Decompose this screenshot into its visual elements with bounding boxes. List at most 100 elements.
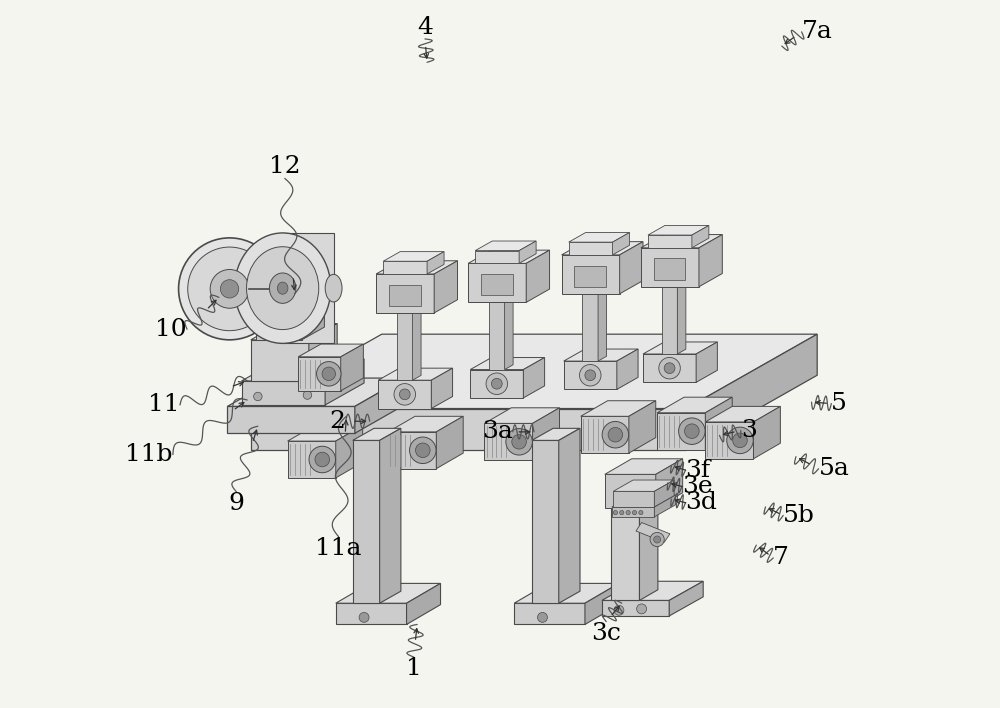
Polygon shape	[251, 340, 309, 381]
Circle shape	[685, 424, 699, 438]
Polygon shape	[378, 368, 453, 380]
Polygon shape	[431, 368, 453, 409]
Polygon shape	[380, 428, 401, 603]
Polygon shape	[523, 358, 545, 398]
Polygon shape	[388, 416, 463, 432]
Polygon shape	[562, 241, 643, 255]
Polygon shape	[397, 313, 413, 380]
Polygon shape	[657, 413, 705, 450]
Text: 3: 3	[741, 419, 757, 442]
Polygon shape	[427, 251, 444, 274]
Circle shape	[179, 238, 281, 340]
Circle shape	[679, 418, 705, 445]
Circle shape	[309, 446, 336, 473]
Polygon shape	[643, 354, 696, 382]
Polygon shape	[470, 370, 523, 398]
Circle shape	[613, 510, 618, 515]
Circle shape	[317, 362, 341, 386]
Circle shape	[322, 367, 336, 381]
Polygon shape	[564, 361, 617, 389]
Circle shape	[614, 605, 624, 615]
Polygon shape	[376, 261, 458, 274]
Polygon shape	[309, 324, 337, 381]
Polygon shape	[581, 416, 629, 453]
Polygon shape	[582, 294, 598, 361]
Polygon shape	[657, 397, 732, 413]
Polygon shape	[613, 480, 674, 491]
Text: 11b: 11b	[125, 443, 173, 466]
Circle shape	[210, 270, 249, 308]
Polygon shape	[559, 428, 580, 603]
Circle shape	[654, 536, 661, 543]
Polygon shape	[648, 235, 692, 248]
Circle shape	[188, 247, 271, 331]
Circle shape	[585, 370, 596, 381]
Polygon shape	[470, 358, 545, 370]
Polygon shape	[468, 263, 526, 302]
Polygon shape	[602, 600, 669, 616]
Circle shape	[538, 612, 547, 622]
Bar	[574, 266, 606, 287]
Ellipse shape	[269, 273, 296, 303]
Text: 1: 1	[406, 657, 421, 680]
Polygon shape	[562, 255, 620, 294]
Polygon shape	[705, 397, 732, 450]
Circle shape	[659, 358, 680, 379]
Text: 7a: 7a	[802, 21, 832, 43]
Polygon shape	[611, 498, 658, 508]
Polygon shape	[686, 334, 817, 450]
Polygon shape	[407, 583, 441, 624]
Polygon shape	[654, 495, 676, 517]
Polygon shape	[355, 378, 404, 433]
Polygon shape	[256, 306, 324, 319]
Circle shape	[315, 452, 330, 467]
Polygon shape	[519, 241, 536, 263]
Circle shape	[303, 391, 312, 399]
Polygon shape	[620, 241, 643, 294]
Polygon shape	[336, 426, 363, 478]
Polygon shape	[617, 349, 638, 389]
Text: 10: 10	[155, 318, 187, 341]
Circle shape	[399, 389, 410, 400]
Polygon shape	[613, 491, 654, 507]
Text: 9: 9	[229, 492, 245, 515]
Polygon shape	[514, 603, 585, 624]
Polygon shape	[605, 474, 656, 508]
Circle shape	[491, 378, 502, 389]
Polygon shape	[298, 357, 341, 391]
Polygon shape	[533, 408, 559, 460]
Polygon shape	[641, 234, 722, 248]
Circle shape	[727, 427, 753, 454]
Polygon shape	[468, 250, 550, 263]
Circle shape	[626, 510, 630, 515]
Polygon shape	[336, 603, 407, 624]
Circle shape	[620, 510, 624, 515]
Circle shape	[220, 280, 239, 298]
Polygon shape	[564, 349, 638, 361]
Polygon shape	[251, 324, 337, 340]
Text: 4: 4	[417, 16, 433, 39]
Bar	[481, 274, 513, 295]
Text: 3f: 3f	[685, 459, 711, 481]
Polygon shape	[256, 319, 302, 340]
Polygon shape	[643, 342, 717, 354]
Circle shape	[602, 421, 629, 448]
Polygon shape	[353, 428, 401, 440]
Text: 3d: 3d	[685, 491, 717, 514]
Polygon shape	[526, 250, 550, 302]
Polygon shape	[489, 302, 505, 370]
Polygon shape	[514, 583, 619, 603]
Polygon shape	[325, 359, 364, 405]
Polygon shape	[602, 581, 703, 600]
Text: 3a: 3a	[482, 421, 513, 443]
Text: 3c: 3c	[591, 622, 621, 644]
Polygon shape	[569, 232, 630, 242]
Text: 12: 12	[269, 156, 301, 178]
Polygon shape	[696, 342, 717, 382]
Polygon shape	[582, 289, 607, 294]
Polygon shape	[242, 359, 364, 381]
Polygon shape	[753, 406, 780, 459]
Polygon shape	[378, 380, 431, 409]
Polygon shape	[654, 480, 674, 507]
Polygon shape	[581, 401, 656, 416]
